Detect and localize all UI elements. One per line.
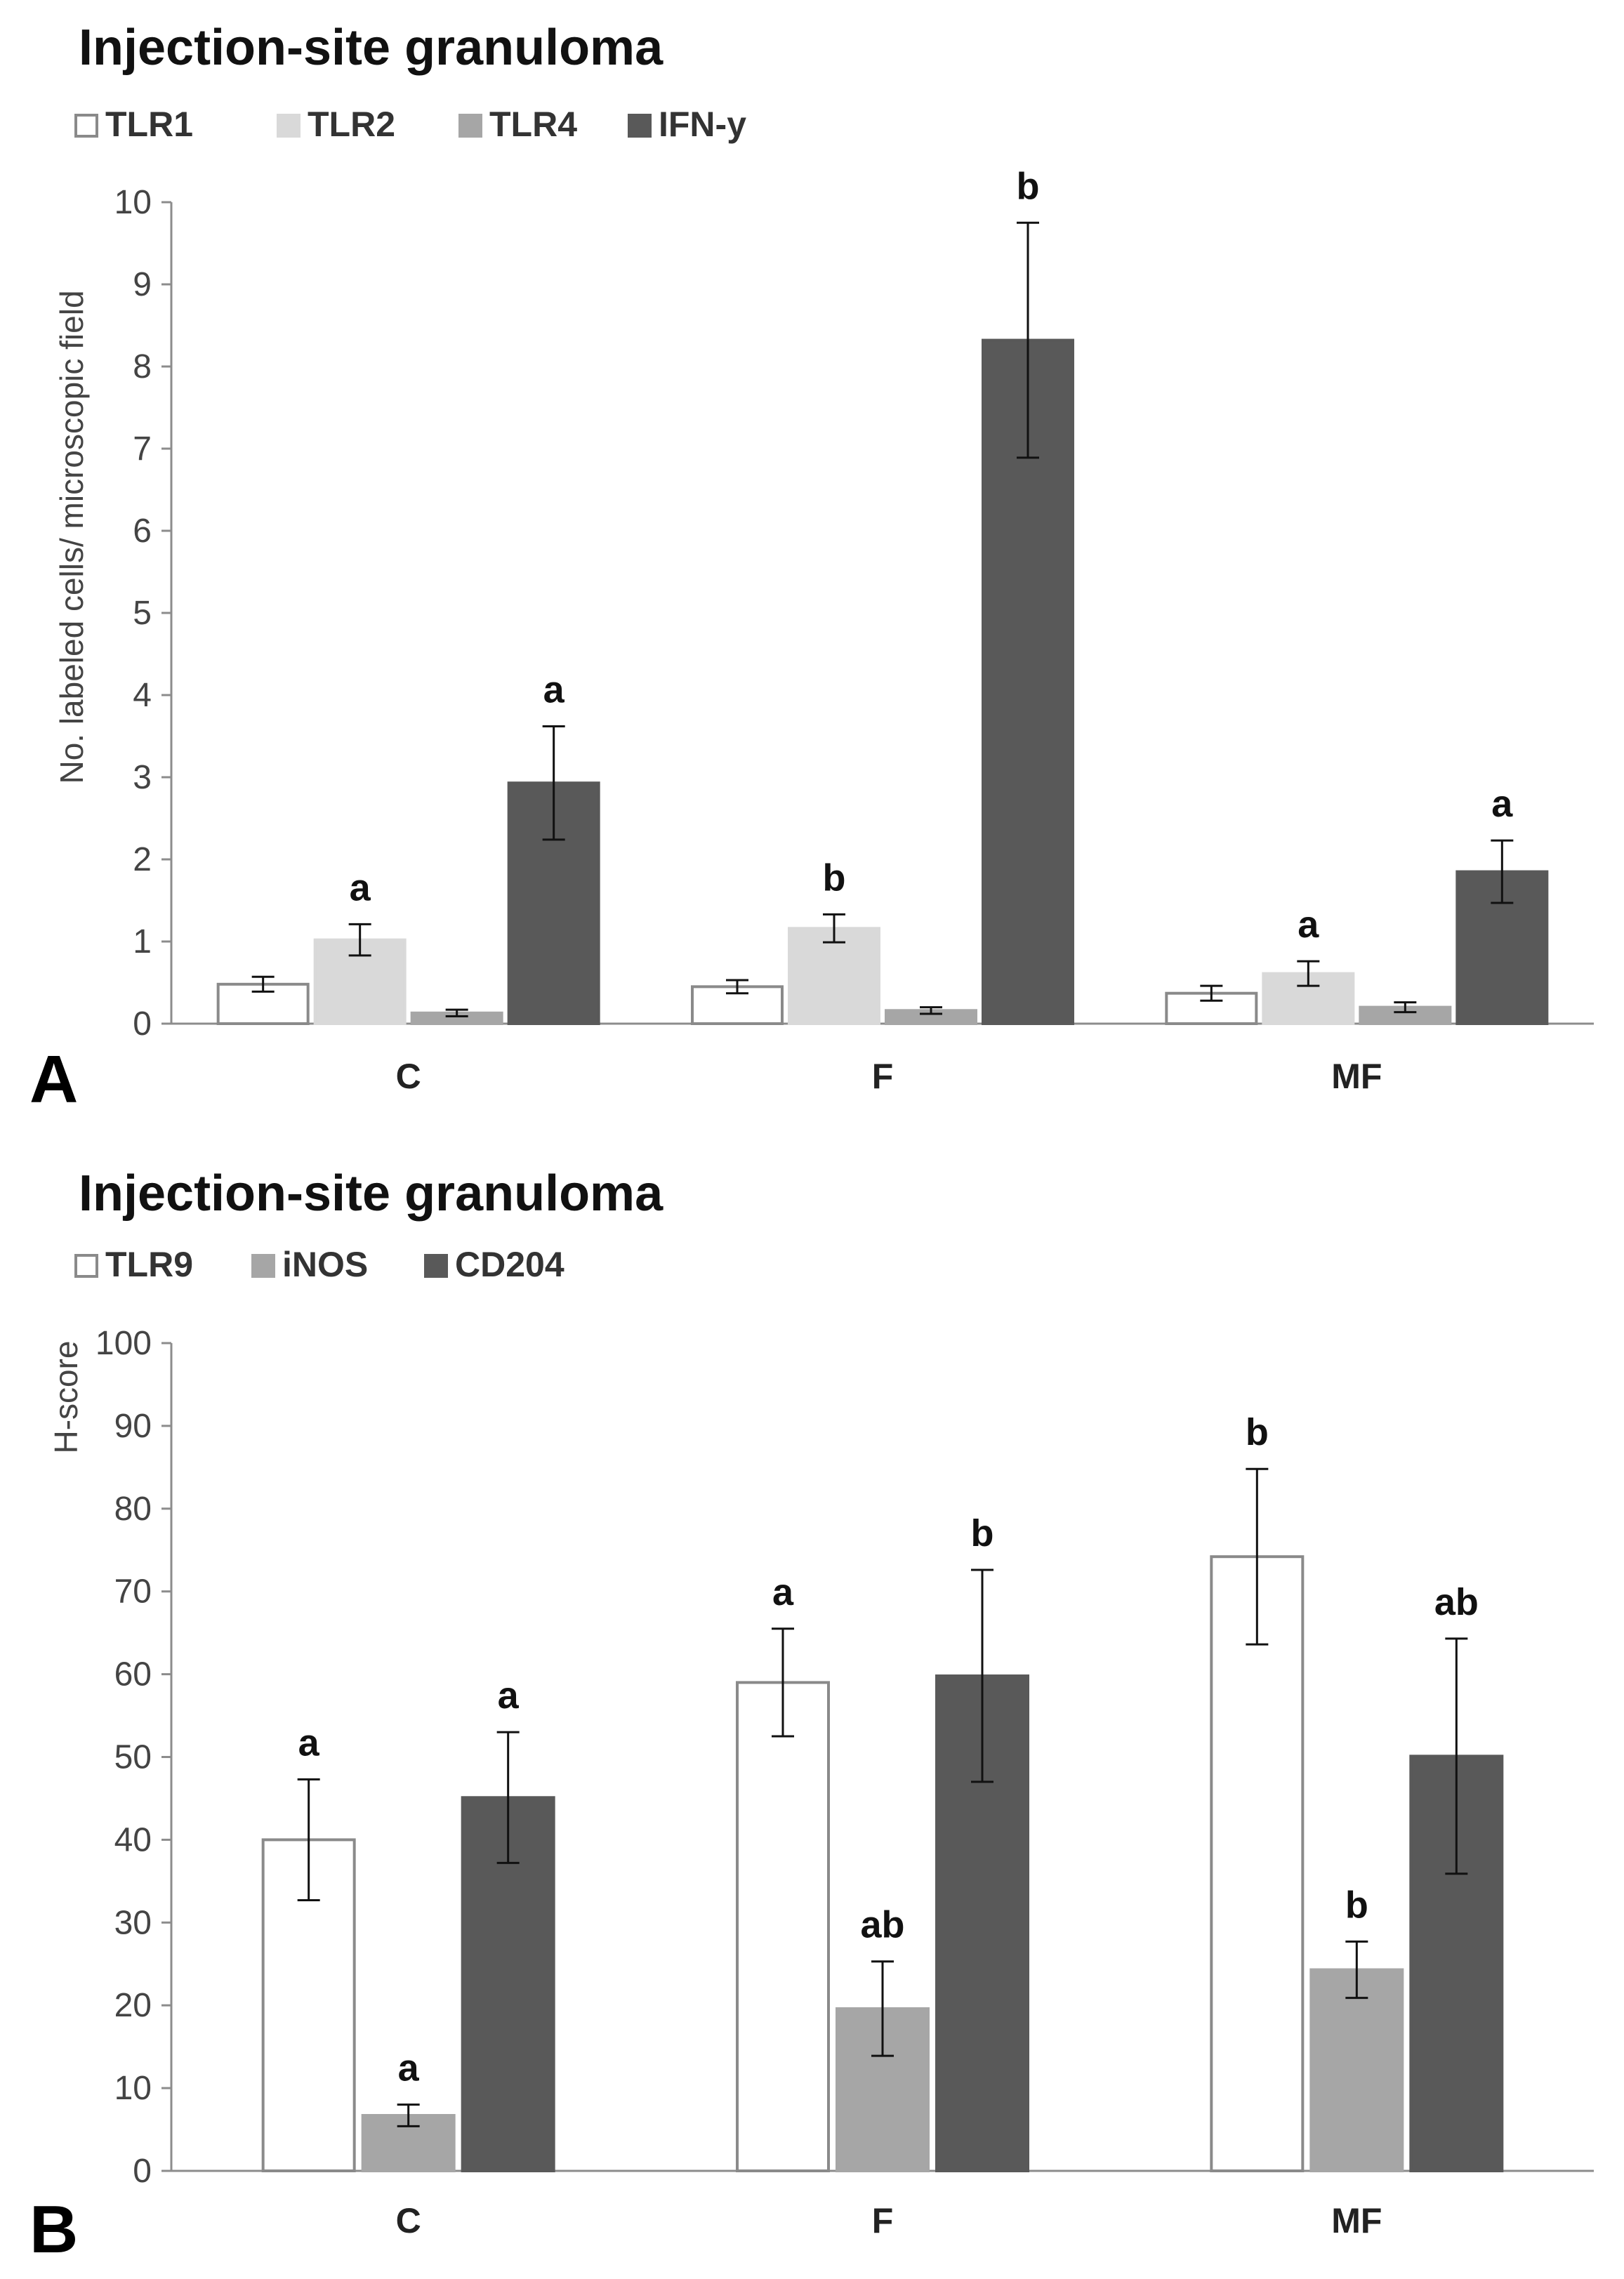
significance-label: b <box>971 1512 994 1554</box>
significance-label: a <box>498 1674 520 1717</box>
legend-label-tlr2: TLR2 <box>308 105 395 144</box>
legend-swatch-cd204 <box>424 1254 448 1278</box>
panel-letter: B <box>29 2192 78 2267</box>
y-tick-label: 70 <box>114 1573 152 1611</box>
panel-a: A Injection-site granuloma TLR1 TLR2 TLR4 IFN… <box>29 20 1594 1117</box>
x-tick-label: F <box>872 2201 894 2240</box>
y-tick-label: 20 <box>114 1987 152 2024</box>
y-tick-label: 4 <box>133 677 152 714</box>
bar-inos-mf <box>1309 1968 1404 2172</box>
legend-swatch-tlr1 <box>74 114 98 138</box>
y-tick-label: 30 <box>114 1904 152 1941</box>
legend-swatch-tlr2 <box>277 114 301 138</box>
significance-label: ab <box>860 1904 904 1946</box>
legend: TLR1 TLR2 TLR4 IFN-y <box>74 105 746 144</box>
panel-b: B Injection-site granuloma TLR9 iNOS CD204 H-… <box>29 1165 1594 2267</box>
significance-label: a <box>1491 783 1513 825</box>
y-tick-label: 90 <box>114 1408 152 1445</box>
legend: TLR9 iNOS CD204 <box>74 1245 565 1284</box>
significance-label: b <box>823 857 846 899</box>
legend-swatch-ifn-y <box>628 114 652 138</box>
y-tick-label: 40 <box>114 1821 152 1858</box>
bar-tlr9-f <box>736 1681 830 2172</box>
legend-label-tlr4: TLR4 <box>489 105 577 144</box>
significance-label: a <box>772 1571 794 1613</box>
y-tick-label: 10 <box>114 2070 152 2107</box>
y-tick-label: 7 <box>133 430 152 468</box>
significance-label: b <box>1017 165 1040 207</box>
y-tick-label: 0 <box>133 2153 152 2190</box>
y-tick-label: 2 <box>133 841 152 878</box>
significance-label: a <box>543 668 565 711</box>
legend-label-cd204: CD204 <box>455 1245 565 1284</box>
y-tick-label: 10 <box>114 184 152 221</box>
y-tick-label: 9 <box>133 266 152 303</box>
bar-tlr9-mf <box>1210 1555 1305 2172</box>
legend-swatch-tlr9 <box>74 1254 98 1278</box>
y-tick-label: 1 <box>133 923 152 960</box>
significance-label: b <box>1246 1411 1269 1453</box>
significance-label: ab <box>1434 1581 1479 1623</box>
significance-label: a <box>1298 904 1319 946</box>
legend-label-tlr1: TLR1 <box>105 105 193 144</box>
y-tick-label: 3 <box>133 759 152 796</box>
y-tick-label: 0 <box>133 1005 152 1043</box>
chart-title: Injection-site granuloma <box>79 20 664 76</box>
bar-tlr9-c <box>261 1838 356 2172</box>
y-tick-label: 6 <box>133 513 152 550</box>
panel-letter: A <box>29 1042 78 1117</box>
y-tick-label: 60 <box>114 1656 152 1693</box>
legend-swatch-inos <box>251 1254 275 1278</box>
legend-label-tlr9: TLR9 <box>105 1245 193 1284</box>
y-tick-label: 100 <box>95 1325 152 1362</box>
bar-tlr1-c <box>216 982 310 1025</box>
x-tick-label: MF <box>1331 2201 1382 2240</box>
significance-label: a <box>398 2047 420 2089</box>
y-tick-label: 80 <box>114 1491 152 1528</box>
legend-swatch-tlr4 <box>458 114 482 138</box>
y-axis-label: H-score <box>48 1340 84 1453</box>
y-tick-label: 8 <box>133 348 152 385</box>
legend-label-ifn-y: IFN-y <box>659 105 746 144</box>
y-axis-label: No. labeled cells/ microscopic field <box>53 290 90 784</box>
x-tick-label: F <box>872 1057 894 1096</box>
chart-title: Injection-site granuloma <box>79 1165 664 1222</box>
y-tick-label: 5 <box>133 595 152 632</box>
legend-label-inos: iNOS <box>282 1245 368 1284</box>
significance-label: a <box>350 866 371 909</box>
x-tick-label: MF <box>1331 1057 1382 1096</box>
significance-label: a <box>298 1722 320 1764</box>
significance-label: b <box>1345 1884 1368 1926</box>
x-tick-label: C <box>396 2201 421 2240</box>
x-tick-label: C <box>396 1057 421 1096</box>
y-tick-label: 50 <box>114 1739 152 1776</box>
